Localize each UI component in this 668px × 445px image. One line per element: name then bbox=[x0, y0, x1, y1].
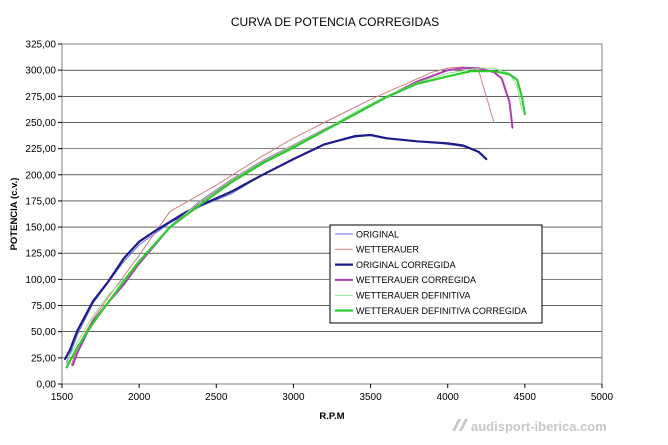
x-tick-label: 4500 bbox=[514, 392, 537, 403]
x-axis-tick-labels: 1500 2000 2500 3000 3500 4000 4500 5000 bbox=[51, 384, 614, 403]
x-axis-title: R.P.M bbox=[319, 411, 344, 422]
x-tick-label: 4000 bbox=[437, 392, 460, 403]
x-tick-label: 5000 bbox=[591, 392, 614, 403]
plot-area-frame bbox=[61, 43, 603, 385]
x-tick-label: 2000 bbox=[128, 392, 151, 403]
legend-label-wetterauer-definitiva: WETTERAUER DEFINITIVA bbox=[356, 291, 470, 301]
legend-label-wetterauer: WETTERAUER bbox=[356, 245, 420, 255]
y-tick-label: 0,00 bbox=[37, 380, 57, 391]
watermark-text: audisport-iberica.com bbox=[471, 419, 607, 434]
watermark-logo-icon-bar bbox=[459, 419, 468, 431]
y-tick-label: 300,00 bbox=[25, 66, 56, 77]
series-line-wetterauer-definitiva bbox=[66, 67, 523, 362]
y-tick-label: 200,00 bbox=[25, 170, 56, 181]
legend-box bbox=[329, 224, 543, 324]
y-tick-label: 25,00 bbox=[31, 353, 56, 364]
x-tick-label: 1500 bbox=[51, 392, 74, 403]
y-tick-label: 125,00 bbox=[25, 249, 56, 260]
legend-label-wetterauer-definitiva-corregida: WETTERAUER DEFINITIVA CORREGIDA bbox=[356, 306, 527, 316]
series-lines bbox=[63, 66, 527, 369]
series-line-wetterauer bbox=[70, 66, 495, 366]
y-tick-label: 175,00 bbox=[25, 196, 56, 207]
series-line-wetterauer-definitiva-corregida bbox=[65, 70, 527, 369]
x-tick-label: 3000 bbox=[282, 392, 305, 403]
x-tick-label: 2500 bbox=[205, 392, 228, 403]
watermark: audisport-iberica.com bbox=[452, 419, 607, 434]
y-tick-label: 275,00 bbox=[25, 92, 56, 103]
legend-label-original: ORIGINAL bbox=[356, 229, 399, 239]
y-tick-label: 250,00 bbox=[25, 118, 56, 129]
y-tick-label: 325,00 bbox=[25, 40, 56, 51]
y-tick-label: 100,00 bbox=[25, 275, 56, 286]
legend-label-wetterauer-corregida: WETTERAUER CORREGIDA bbox=[356, 275, 476, 285]
legend: ORIGINAL WETTERAUER ORIGINAL CORREGIDA WETT… bbox=[329, 224, 543, 324]
watermark-logo-icon bbox=[452, 419, 461, 431]
y-axis-title: POTENCIA (c.v.) bbox=[9, 178, 20, 251]
chart-title: CURVA DE POTENCIA CORREGIDAS bbox=[231, 15, 439, 29]
legend-label-original-corregida: ORIGINAL CORREGIDA bbox=[356, 260, 456, 270]
x-tick-label: 3500 bbox=[359, 392, 382, 403]
y-tick-label: 225,00 bbox=[25, 144, 56, 155]
series-line-original-corregida bbox=[63, 133, 488, 360]
y-tick-label: 50,00 bbox=[31, 327, 56, 338]
y-axis-tick-labels: 0,00 25,00 50,00 75,00 100,00 125,00 150,00 175… bbox=[25, 40, 62, 391]
y-tick-label: 150,00 bbox=[25, 223, 56, 234]
y-tick-label: 75,00 bbox=[31, 301, 56, 312]
